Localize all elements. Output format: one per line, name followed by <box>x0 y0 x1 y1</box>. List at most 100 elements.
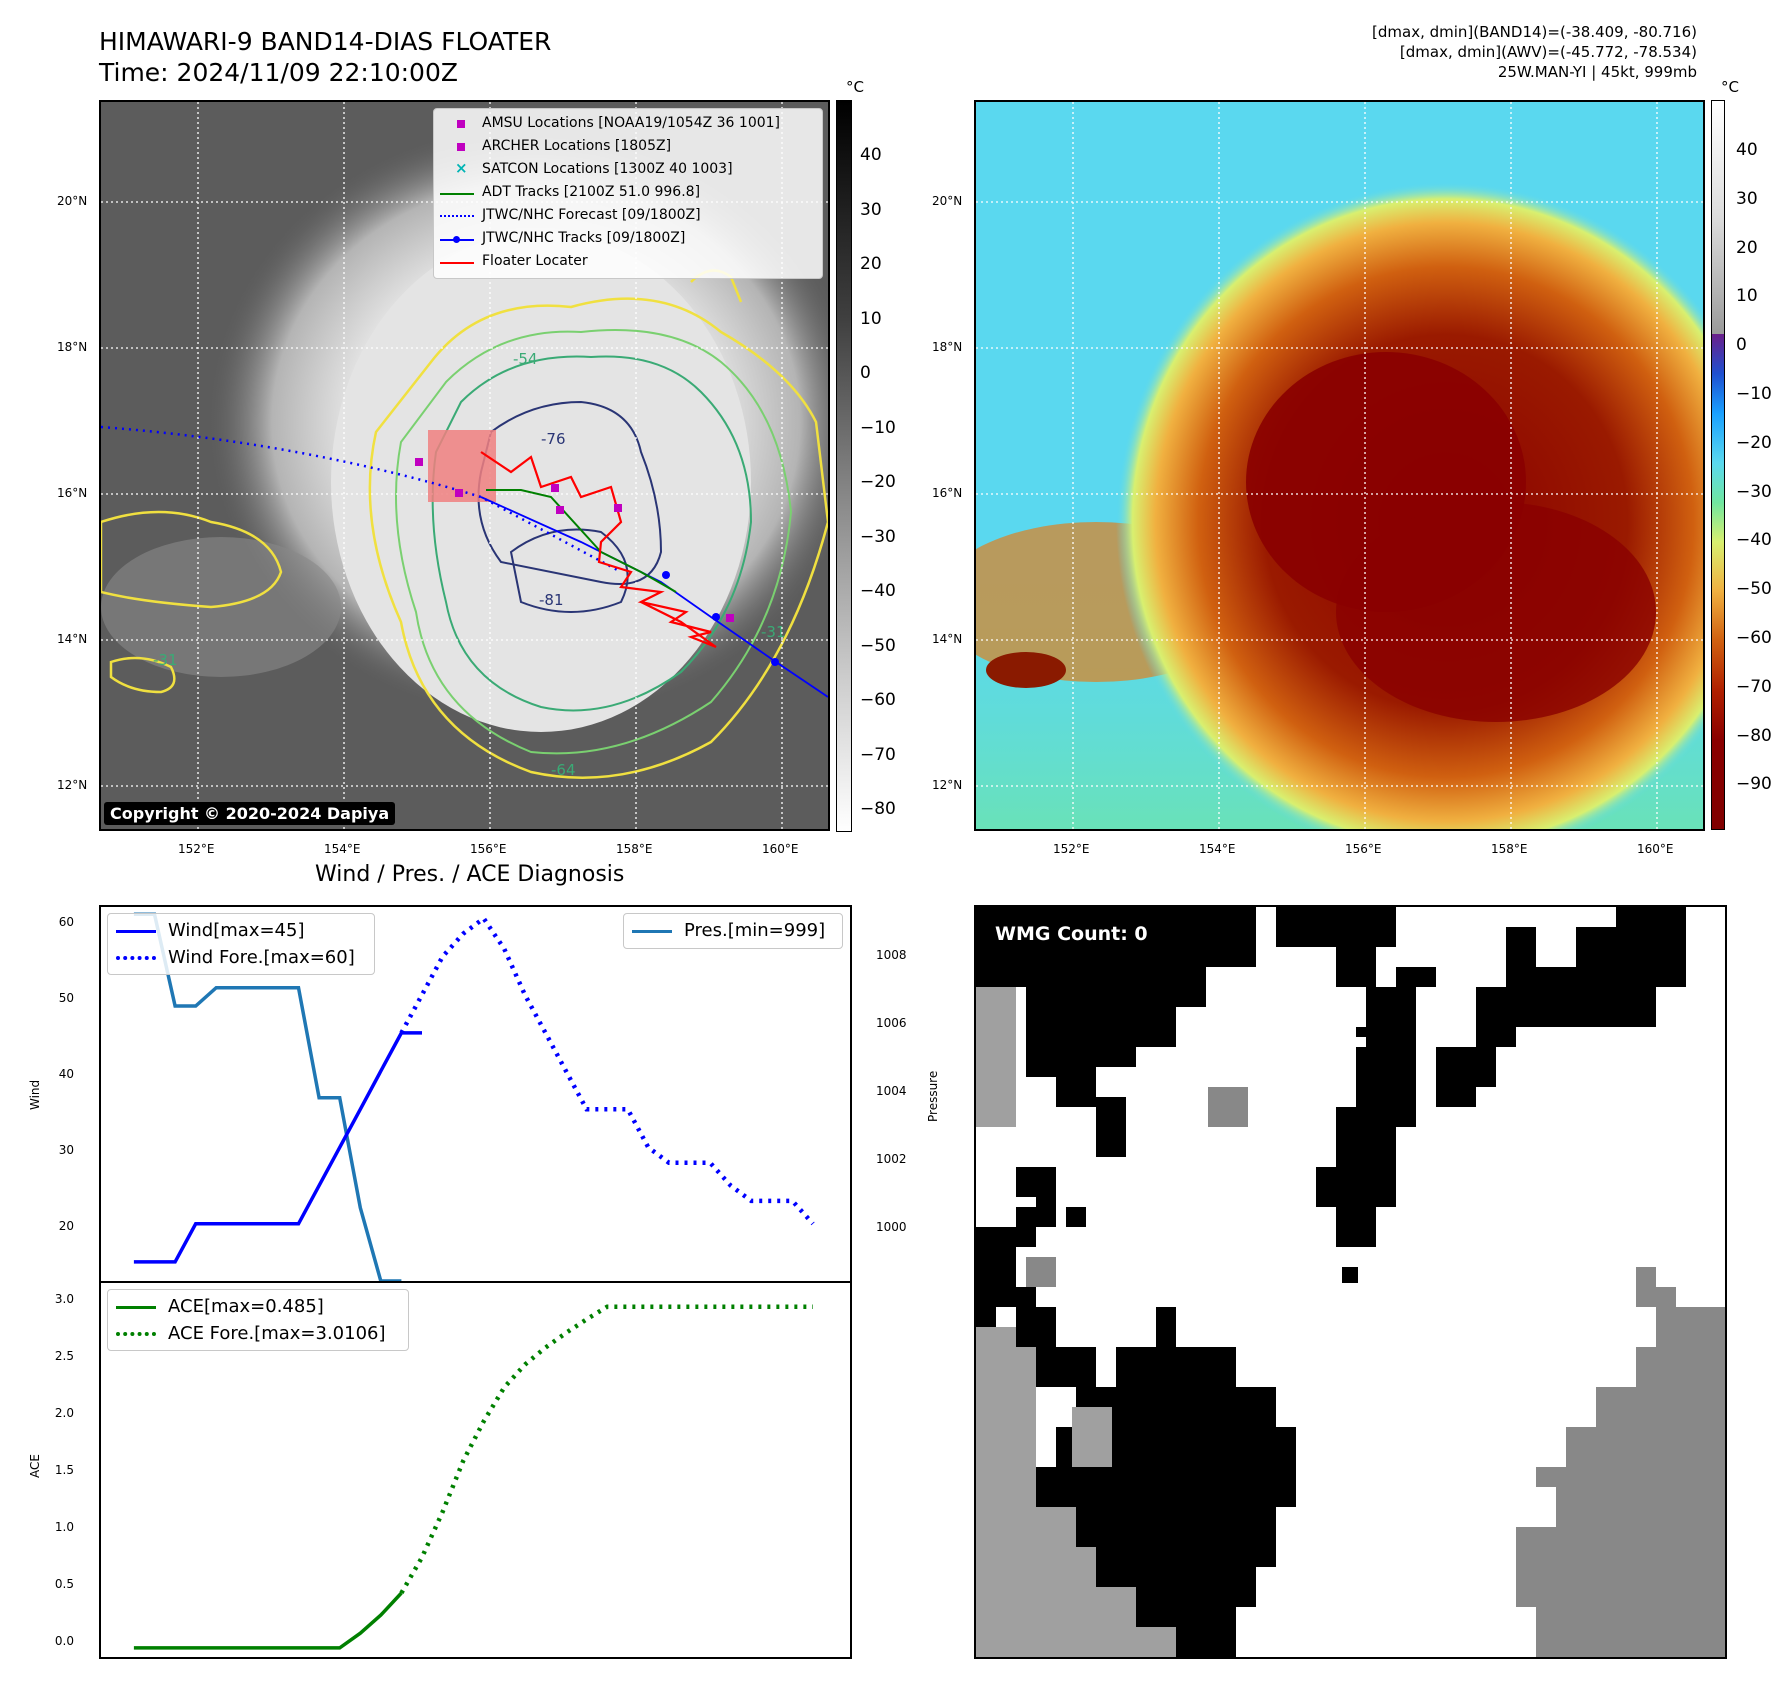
wmg-count-badge: WMG Count: 0 <box>988 919 1155 949</box>
colorbar-tick-label: −60 <box>1736 628 1772 648</box>
legend-item-wind: Wind[max=45] <box>108 920 376 942</box>
colorbar-tick-label: 10 <box>860 308 882 329</box>
lon-label: 160°E <box>762 842 799 856</box>
jtwc-track-point <box>662 571 670 579</box>
jtwc-track-point <box>771 658 779 666</box>
colorbar-tick-label: −80 <box>860 799 896 819</box>
wind-tick: 40 <box>58 1067 74 1081</box>
pres-tick: 1000 <box>876 1220 907 1234</box>
wmg-black-region <box>1366 987 1496 1107</box>
lon-label: 154°E <box>324 842 361 856</box>
legend-label: JTWC/NHC Tracks [09/1800Z] <box>482 230 686 246</box>
lat-label: 16°N <box>932 486 963 500</box>
wmg-black-cell <box>1342 1267 1358 1283</box>
pres-axis-label: Pressure <box>926 1070 940 1122</box>
colorbar-tick-label: −20 <box>1736 432 1772 453</box>
legend-item-wind-forecast: Wind Fore.[max=60] <box>108 947 376 969</box>
legend-label: Wind[max=45] <box>168 920 305 941</box>
colorbar-tick-label: 0 <box>860 363 871 383</box>
legend-label: AMSU Locations [NOAA19/1054Z 36 1001] <box>482 115 781 131</box>
title-line-1: HIMAWARI-9 BAND14-DIAS FLOATER <box>99 27 552 56</box>
lat-label: 18°N <box>932 340 963 354</box>
pres-legend: Pres.[min=999] <box>623 913 843 949</box>
awv-inner-core-south <box>1336 502 1656 722</box>
contour-label: -31 <box>153 651 178 669</box>
lon-label: 156°E <box>470 842 507 856</box>
info-awv-range: [dmax, dmin](AWV)=(-45.772, -78.534) <box>1399 43 1697 61</box>
wind-pres-axes: Wind[max=45] Wind Fore.[max=60] Pres.[mi… <box>99 905 852 1283</box>
colorbar-tick-label: −50 <box>860 635 896 656</box>
contour-label: -64 <box>551 761 576 779</box>
line-marker-icon <box>632 930 672 933</box>
colorbar-tick-label: −40 <box>860 581 896 601</box>
info-band14-range: [dmax, dmin](BAND14)=(-38.409, -80.716) <box>1372 23 1697 41</box>
lon-label: 152°E <box>178 842 215 856</box>
wind-tick: 30 <box>58 1143 74 1157</box>
colorbar-tick-label: 10 <box>1736 286 1758 307</box>
legend-item-pressure: Pres.[min=999] <box>624 920 844 942</box>
lat-label: 12°N <box>57 778 88 792</box>
archer-location-marker <box>415 458 423 466</box>
legend-item-adt: ADT Tracks [2100Z 51.0 996.8] <box>434 184 824 204</box>
colorbar-tick-label: 30 <box>1736 188 1758 209</box>
colorbar-tick-label: −20 <box>860 472 896 492</box>
lon-label: 158°E <box>616 842 653 856</box>
wmg-black-cell <box>1096 1097 1126 1157</box>
square-marker-icon <box>457 143 465 151</box>
contour-yellow-island <box>109 656 176 694</box>
wmg-gray-patch <box>1208 1087 1248 1127</box>
diag-title: Wind / Pres. / ACE Diagnosis <box>315 862 625 887</box>
wmg-gray-patch <box>1026 1257 1056 1287</box>
legend-item-ace: ACE[max=0.485] <box>108 1296 410 1318</box>
legend-label: ARCHER Locations [1805Z] <box>482 138 672 154</box>
contour-lightgreen <box>395 329 793 755</box>
pres-tick: 1008 <box>876 948 907 962</box>
colorbar-tick-label: 40 <box>860 145 882 165</box>
colorbar-tick-label: 0 <box>1736 335 1747 356</box>
wmg-black-region <box>1476 907 1686 1027</box>
wind-axis-label: Wind <box>28 1079 42 1110</box>
ace-tick: 0.0 <box>54 1634 74 1648</box>
awv-map-image <box>976 102 1703 829</box>
lon-label: 158°E <box>1491 842 1528 856</box>
wmg-panel: WMG Count: 0 <box>974 905 1727 1659</box>
legend-label: ADT Tracks [2100Z 51.0 996.8] <box>482 184 701 200</box>
colorbar-tick-label: −10 <box>1736 384 1772 404</box>
wmg-black-cell <box>1066 1207 1086 1227</box>
contour-label: -81 <box>539 591 564 609</box>
ir-map-panel: -54 -76 -81 -64 -31 -31 <box>99 100 830 831</box>
info-storm-id: 25W.MAN-YI | 45kt, 999mb <box>1497 63 1697 81</box>
jtwc-track-point <box>712 613 720 621</box>
dotted-line-icon <box>440 215 474 217</box>
x-marker-icon: × <box>455 159 468 177</box>
wmg-gray-patch <box>1072 1407 1112 1467</box>
archer-location-marker <box>551 484 559 492</box>
colorbar-tick-label: −60 <box>860 690 896 710</box>
lat-label: 18°N <box>57 340 88 354</box>
jtwc-track <box>480 496 828 698</box>
ace-tick: 1.5 <box>54 1463 74 1477</box>
colorbar-unit: °C <box>846 78 864 96</box>
legend-item-satcon: × SATCON Locations [1300Z 40 1003] <box>434 159 824 181</box>
lat-label: 14°N <box>932 632 963 646</box>
colorbar-tick-label: −70 <box>1736 676 1772 697</box>
floater-locater-track <box>480 451 717 649</box>
legend-label: Wind Fore.[max=60] <box>168 947 355 968</box>
amsu-location-marker <box>455 489 463 497</box>
dotted-line-icon <box>116 1332 156 1336</box>
colorbar-tick-label: −10 <box>860 417 896 438</box>
contour-label: -54 <box>513 350 538 368</box>
colorbar-tick-label: −40 <box>1736 530 1772 551</box>
contour-yellow-west <box>101 510 283 609</box>
wmg-gray-region <box>1516 1267 1725 1657</box>
lat-label: 14°N <box>57 632 88 646</box>
pres-tick: 1006 <box>876 1016 907 1030</box>
ace-axis-label: ACE <box>28 1454 42 1478</box>
colorbar-tick-label: 20 <box>860 254 882 274</box>
line-marker-icon <box>440 262 474 264</box>
awv-map-panel <box>974 100 1705 831</box>
title-line-2: Time: 2024/11/09 22:10:00Z <box>99 58 458 87</box>
ace-tick: 3.0 <box>54 1292 74 1306</box>
wmg-black-region <box>1276 907 1396 987</box>
awv-gridlines <box>976 102 1703 829</box>
